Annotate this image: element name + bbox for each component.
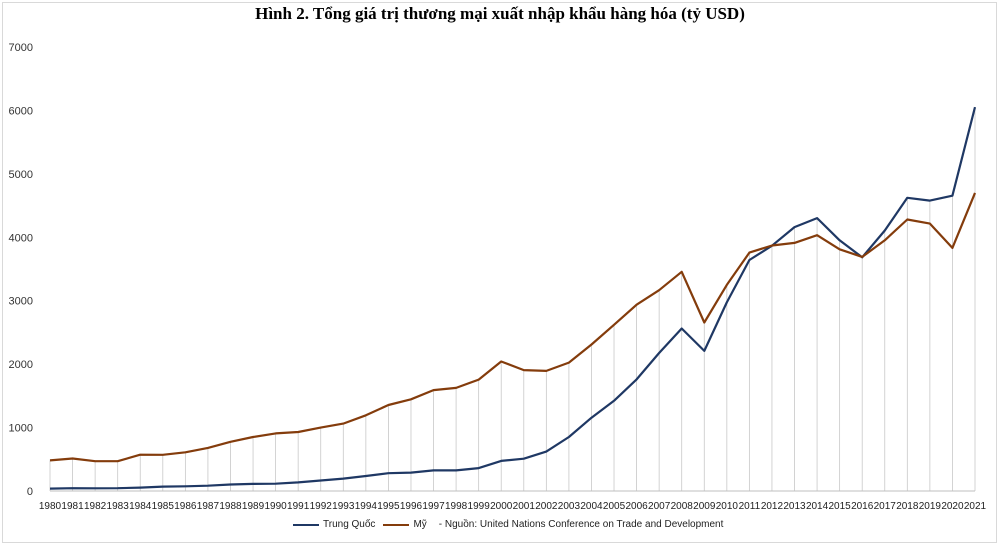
y-tick-label-3000: 3000: [9, 296, 33, 308]
x-tick-label-2011: 2011: [739, 501, 761, 512]
y-tick-label-4000: 4000: [9, 232, 33, 244]
x-tick-label-2013: 2013: [783, 501, 806, 512]
x-tick-label-1999: 1999: [468, 501, 491, 512]
x-tick-label-1987: 1987: [197, 501, 220, 512]
x-tick-label-1988: 1988: [219, 501, 242, 512]
legend-label-usa: Mỹ: [413, 519, 427, 530]
x-tick-label-2016: 2016: [851, 501, 874, 512]
y-tick-label-0: 0: [27, 486, 33, 498]
x-tick-label-2008: 2008: [671, 501, 694, 512]
x-tick-label-1980: 1980: [39, 501, 62, 512]
x-tick-label-2012: 2012: [761, 501, 784, 512]
series-line-usa: [49, 192, 977, 463]
legend-item-china: Trung Quốc: [293, 519, 375, 530]
x-tick-label-2005: 2005: [603, 501, 626, 512]
x-tick-label-2020: 2020: [941, 501, 964, 512]
x-tick-label-2010: 2010: [716, 501, 739, 512]
x-tick-label-1993: 1993: [332, 501, 355, 512]
x-tick-label-2000: 2000: [490, 501, 513, 512]
x-tick-label-1982: 1982: [84, 501, 107, 512]
x-tick-label-1997: 1997: [422, 501, 445, 512]
x-tick-label-1989: 1989: [242, 501, 265, 512]
x-tick-label-2014: 2014: [806, 501, 829, 512]
x-tick-label-2019: 2019: [919, 501, 942, 512]
x-tick-label-1986: 1986: [174, 501, 197, 512]
legend-swatch-china: [293, 523, 319, 526]
y-axis-ticks: 0 1000 2000 3000 4000 5000 6000 7000: [9, 42, 33, 498]
x-tick-label-2006: 2006: [625, 501, 648, 512]
chart-title: Hình 2. Tổng giá trị thương mại xuất nhậ…: [255, 4, 745, 23]
legend-item-usa: Mỹ: [383, 519, 427, 530]
x-tick-label-1991: 1991: [287, 501, 310, 512]
y-tick-label-7000: 7000: [9, 42, 33, 54]
x-tick-label-2007: 2007: [648, 501, 671, 512]
x-tick-label-1998: 1998: [445, 501, 468, 512]
x-tick-label-2001: 2001: [513, 501, 536, 512]
x-axis-ticks: 1980 1981 1982 1983 1984 1985 1986 1987 1988 1989…: [39, 501, 987, 512]
x-tick-label-1984: 1984: [129, 501, 152, 512]
x-tick-label-1992: 1992: [310, 501, 333, 512]
gridlines: [49, 107, 976, 492]
x-tick-label-1994: 1994: [355, 501, 378, 512]
x-tick-label-1996: 1996: [400, 501, 423, 512]
y-tick-label-5000: 5000: [9, 169, 33, 181]
x-tick-label-1981: 1981: [61, 501, 84, 512]
x-tick-label-1990: 1990: [264, 501, 287, 512]
x-tick-label-2021: 2021: [964, 501, 987, 512]
series-lines: [49, 106, 977, 490]
x-tick-label-2015: 2015: [829, 501, 852, 512]
x-tick-label-2002: 2002: [535, 501, 558, 512]
x-tick-label-2018: 2018: [896, 501, 919, 512]
series-line-china: [49, 106, 977, 490]
legend-label-china: Trung Quốc: [323, 519, 376, 530]
x-tick-label-1983: 1983: [107, 501, 130, 512]
legend-swatch-usa: [383, 523, 410, 526]
source-note: - Nguồn: United Nations Conference on Tr…: [438, 519, 724, 530]
x-tick-label-2003: 2003: [558, 501, 581, 512]
y-tick-label-6000: 6000: [9, 105, 33, 117]
x-tick-label-2009: 2009: [693, 501, 716, 512]
x-tick-label-2017: 2017: [874, 501, 897, 512]
x-tick-label-2004: 2004: [580, 501, 603, 512]
x-tick-label-1995: 1995: [377, 501, 400, 512]
x-tick-label-1985: 1985: [152, 501, 175, 512]
y-tick-label-2000: 2000: [9, 359, 33, 371]
y-tick-label-1000: 1000: [9, 423, 33, 435]
legend: Trung Quốc Mỹ - Nguồn: United Nations Co…: [293, 519, 723, 530]
